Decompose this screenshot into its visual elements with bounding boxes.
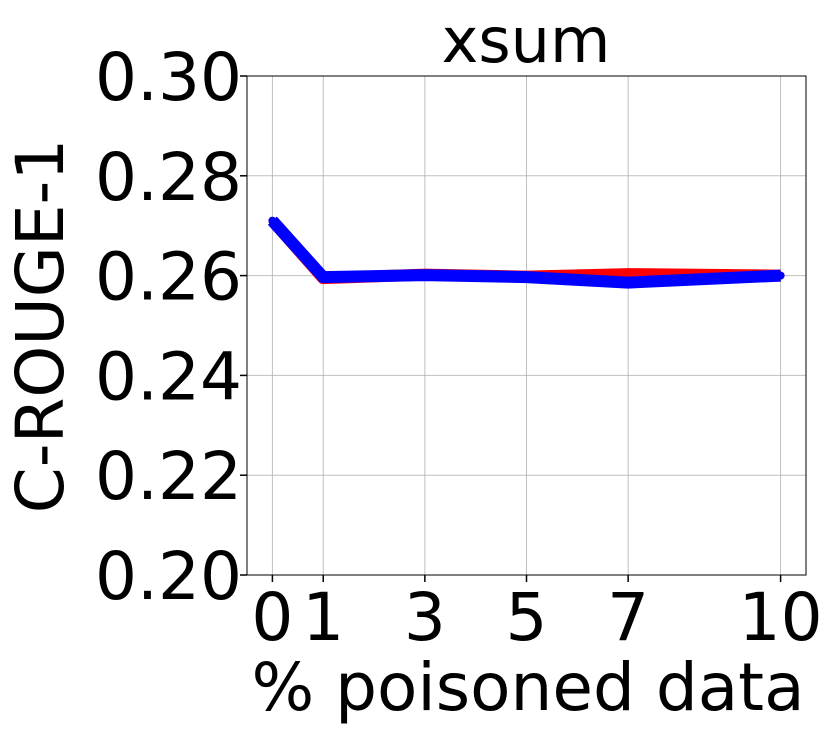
chart-title: xsum <box>442 4 611 77</box>
grid <box>247 75 806 576</box>
y-tick-label: 0.22 <box>95 438 242 515</box>
x-tick-label: 0 <box>251 579 293 656</box>
x-tick-label: 3 <box>404 579 446 656</box>
data-point <box>319 273 328 282</box>
data-point <box>268 216 277 225</box>
data-point <box>624 270 633 279</box>
x-tick-label: 10 <box>739 579 823 656</box>
series-layer <box>267 216 785 289</box>
data-point <box>624 278 633 287</box>
x-axis-label: % poisoned data <box>251 649 804 726</box>
data-point <box>420 271 429 280</box>
x-tick-label: 7 <box>607 579 649 656</box>
y-tick-label: 0.20 <box>95 538 242 615</box>
data-point <box>776 271 785 280</box>
y-tick-label: 0.26 <box>95 239 242 316</box>
data-point <box>522 273 531 282</box>
x-tick-label: 5 <box>506 579 548 656</box>
y-axis-label: C-ROUGE-1 <box>2 139 79 514</box>
ticks: 0 1 3 5 7 10 0.20 0.22 0.24 0.26 0.28 0.30 <box>95 39 823 656</box>
y-tick-label: 0.24 <box>95 338 242 415</box>
y-tick-label: 0.30 <box>95 39 242 116</box>
series-line-2 <box>267 216 781 289</box>
y-tick-label: 0.28 <box>95 139 242 216</box>
x-tick-label: 1 <box>302 579 344 656</box>
